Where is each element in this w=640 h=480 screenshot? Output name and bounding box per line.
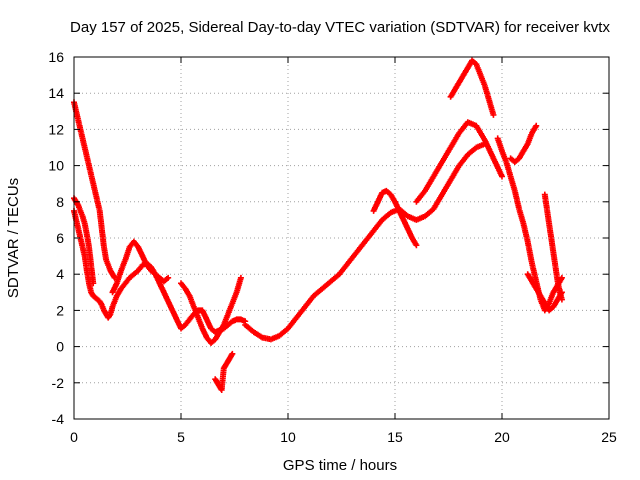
series-9 [447,57,497,118]
series-13 [541,191,565,303]
series-9-markers [447,57,497,118]
grid-layer [74,57,609,419]
y-tick-label: 8 [56,194,64,210]
series-8 [413,119,505,205]
series-6-markers [242,140,488,343]
x-axis-title: GPS time / hours [283,457,397,474]
y-tick-label: 10 [48,158,64,174]
y-tick-label: -4 [52,411,65,427]
series-5 [212,350,236,393]
x-tick-label: 10 [280,429,296,445]
series-7-markers [370,187,420,249]
series-5-markers [212,350,236,393]
x-tick-label: 25 [601,429,617,445]
series-4-markers [178,274,244,346]
chart-title: Day 157 of 2025, Sidereal Day-to-day VTE… [70,19,610,36]
y-tick-label: 6 [56,230,64,246]
y-axis-title: SDTVAR / TECUs [5,178,22,298]
series-13-markers [541,191,565,303]
x-tick-label: 20 [494,429,510,445]
tick-layer: 0 5 10 15 20 25 -4 -2 0 2 4 6 8 10 12 14 16 [48,49,617,445]
series-7 [370,187,420,249]
y-tick-label: 16 [48,49,64,65]
series-6 [242,140,488,343]
data-points [71,57,565,393]
y-tick-label: 0 [56,339,64,355]
y-tick-label: 2 [56,302,64,318]
series-11 [507,122,540,165]
x-tick-label: 15 [387,429,403,445]
x-tick-label: 5 [177,429,185,445]
x-tick-label: 0 [70,429,78,445]
y-tick-label: 4 [56,266,64,282]
series-3 [109,238,172,296]
y-tick-label: 12 [48,121,64,137]
series-11-markers [507,122,540,165]
series-8-markers [413,119,505,205]
series-4 [178,274,244,346]
y-tick-label: -2 [52,375,65,391]
y-tick-label: 14 [48,85,64,101]
series-3-markers [109,238,172,296]
